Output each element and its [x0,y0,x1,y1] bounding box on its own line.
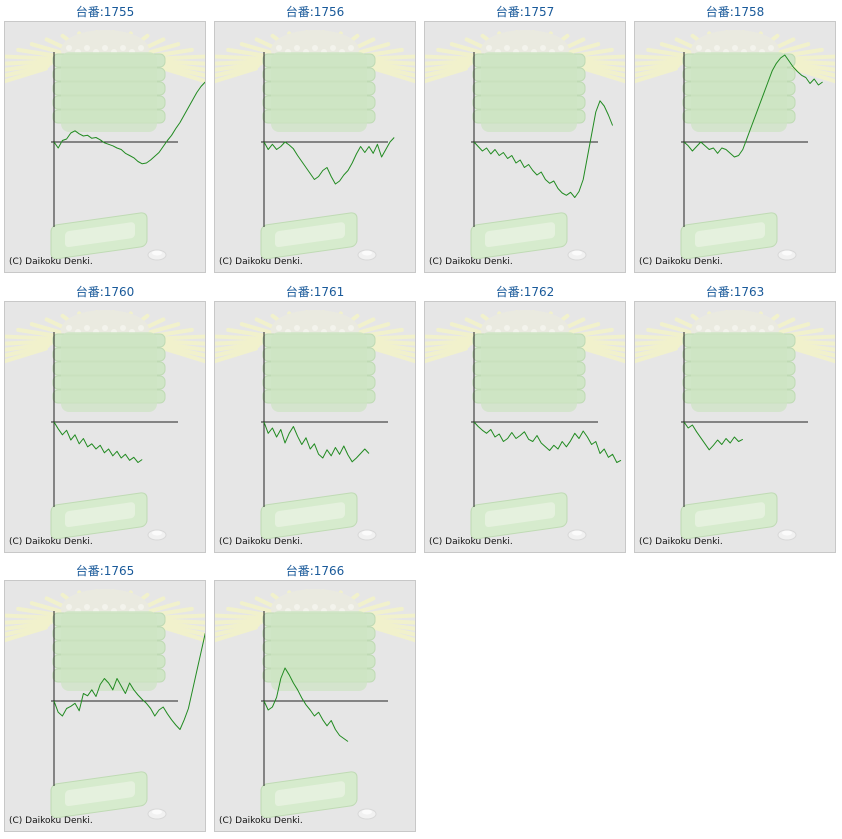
copyright-text: (C) Daikoku Denki. [219,257,303,267]
series-line-1762 [473,421,622,463]
machine-label: 台番: [495,284,524,299]
slump-graph [5,30,205,261]
copyright-text: (C) Daikoku Denki. [9,257,93,267]
chart-frame: (C) Daikoku Denki. [634,300,836,553]
machine-label: 台番: [705,284,734,299]
machine-label: 台番: [705,5,734,19]
machine-panel: 台番:1758 (C) Daikoku Denki. [634,1,836,276]
chart-frame: (C) Daikoku Denki. [214,21,416,273]
machine-background-art [635,309,835,540]
machine-background-art [425,30,625,261]
panel-title[interactable]: 台番:1757 [424,5,626,19]
machine-panel: 台番:1765 (C) Daikoku Denki. [4,560,206,835]
chart-frame: (C) Daikoku Denki. [424,300,626,553]
machine-panel: 台番:1766 (C) Daikoku Denki. [214,560,416,835]
machine-label: 台番: [285,284,314,299]
slump-graph [425,309,625,540]
panel-title[interactable]: 台番:1758 [634,5,836,19]
machine-panel: 台番:1755 (C) Daikoku Denki. [4,1,206,276]
machine-panel: 台番:1756 (C) Daikoku Denki. [214,1,416,276]
copyright-text: (C) Daikoku Denki. [219,536,303,547]
chart-frame: (C) Daikoku Denki. [4,21,206,273]
machine-number: 1763 [733,284,765,299]
machine-number: 1755 [103,5,135,19]
chart-frame: (C) Daikoku Denki. [4,580,206,832]
copyright-text: (C) Daikoku Denki. [639,536,723,547]
series-line-1757 [473,100,614,198]
machine-number: 1761 [313,284,345,299]
series-line-1766 [263,667,349,742]
copyright-text: (C) Daikoku Denki. [429,536,513,547]
machine-number: 1758 [733,5,765,19]
chart-frame: (C) Daikoku Denki. [424,21,626,273]
machine-panel: 台番:1757 (C) Daikoku Denki. [424,1,626,276]
series-line-1760 [53,421,143,463]
chart-frame: (C) Daikoku Denki. [214,300,416,553]
machine-label: 台番: [75,5,104,19]
slump-graph [635,30,835,261]
machine-background-art [5,30,205,261]
panel-title[interactable]: 台番:1755 [4,5,206,19]
panel-title[interactable]: 台番:1762 [424,285,626,299]
chart-frame: (C) Daikoku Denki. [4,300,206,553]
machine-background-art [215,309,415,540]
machine-number: 1756 [313,5,345,19]
copyright-text: (C) Daikoku Denki. [429,257,513,267]
machine-label: 台番: [285,5,314,19]
series-line-1765 [53,633,205,730]
machine-panel: 台番:1763 (C) Daikoku Denki. [634,281,836,556]
machine-number: 1762 [523,284,555,299]
copyright-text: (C) Daikoku Denki. [219,816,303,826]
panel-title[interactable]: 台番:1756 [214,5,416,19]
machine-label: 台番: [75,284,104,299]
slump-graph [215,309,415,540]
chart-frame: (C) Daikoku Denki. [634,21,836,273]
slump-graph [215,589,415,820]
machine-background-art [5,309,205,540]
slump-graph [425,30,625,261]
copyright-text: (C) Daikoku Denki. [639,257,723,267]
slump-graph [5,589,205,820]
machine-number: 1766 [313,564,345,578]
machine-background-art [215,589,415,820]
panel-title[interactable]: 台番:1766 [214,564,416,578]
copyright-text: (C) Daikoku Denki. [9,536,93,547]
series-line-1763 [683,421,744,450]
slump-graph [5,309,205,540]
machine-number: 1765 [103,564,135,578]
machine-background-art [215,30,415,261]
chart-frame: (C) Daikoku Denki. [214,580,416,832]
machine-label: 台番: [75,564,104,578]
panel-title[interactable]: 台番:1765 [4,564,206,578]
series-line-1761 [263,421,370,462]
machine-panel: 台番:1760 (C) Daikoku Denki. [4,281,206,556]
machine-panel: 台番:1762 (C) Daikoku Denki. [424,281,626,556]
series-line-1758 [683,54,823,158]
series-line-1756 [263,137,395,185]
panel-title[interactable]: 台番:1760 [4,285,206,299]
machine-number: 1760 [103,284,135,299]
slump-graph [215,30,415,261]
series-line-1755 [53,81,205,165]
machine-label: 台番: [285,564,314,578]
machine-number: 1757 [523,5,555,19]
slump-graph [635,309,835,540]
copyright-text: (C) Daikoku Denki. [9,816,93,826]
panel-title[interactable]: 台番:1761 [214,285,416,299]
machine-panel: 台番:1761 (C) Daikoku Denki. [214,281,416,556]
machine-background-art [5,589,205,820]
machine-label: 台番: [495,5,524,19]
machine-background-art [425,309,625,540]
panel-title[interactable]: 台番:1763 [634,285,836,299]
machine-background-art [635,30,835,261]
